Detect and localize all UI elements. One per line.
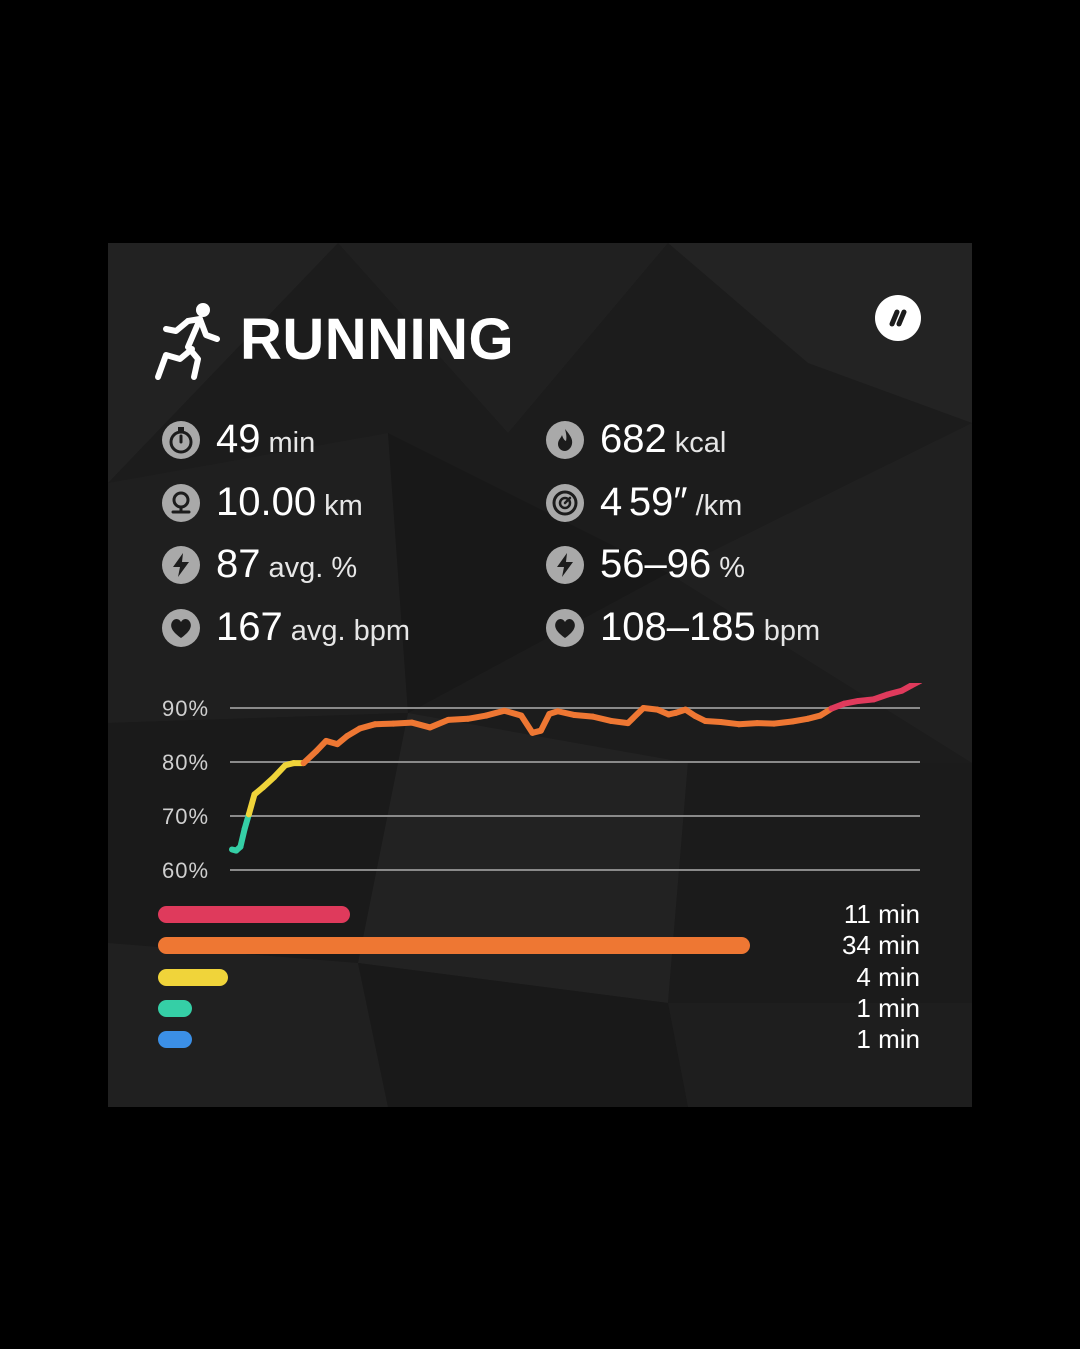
stat-unit: avg. %	[268, 552, 358, 584]
stat-value: 108–185	[600, 605, 756, 649]
heart-icon	[162, 609, 200, 647]
chart-grid	[230, 707, 920, 871]
intensity-line-segment	[735, 720, 761, 728]
intensity-line-segment	[245, 791, 258, 818]
stat-unit: avg. bpm	[290, 615, 411, 647]
stat-value: 4 59″	[600, 480, 688, 524]
stat-value: 682	[600, 417, 667, 461]
stat-value: 10.00	[216, 480, 317, 524]
stat-unit: %	[719, 552, 746, 584]
stopwatch-icon	[162, 421, 200, 459]
intensity-line	[229, 683, 923, 854]
intensity-line-segment	[464, 712, 490, 722]
zone-bar	[158, 906, 350, 923]
stat-avg-heart-rate: 167 avg. bpm	[162, 603, 410, 651]
intensity-line-segment	[390, 719, 415, 727]
stat-unit: min	[268, 427, 316, 459]
brand-logo-icon[interactable]	[875, 295, 921, 341]
y-tick-label: 90%	[162, 696, 209, 721]
intensity-line-segment	[426, 716, 452, 731]
zone-duration-label: 34 min	[841, 930, 920, 961]
stat-heart-rate-range: 108–185 bpm	[546, 603, 820, 651]
stat-unit: /km	[695, 490, 743, 522]
flame-icon	[546, 421, 584, 459]
y-tick-label: 60%	[162, 858, 209, 883]
intensity-line-segment	[770, 718, 796, 727]
intensity-line-segment	[908, 683, 923, 689]
lightning-icon	[546, 546, 584, 584]
intensity-line-segment	[445, 715, 471, 723]
intensity-line-segment	[408, 719, 433, 731]
zone-duration-label: 11 min	[843, 899, 920, 929]
intensity-chart: 90% 80% 70% 60%	[162, 683, 923, 883]
activity-title: RUNNING	[240, 307, 515, 372]
stat-pace: 4 59″ /km	[546, 478, 742, 526]
stat-value: 167	[216, 605, 283, 649]
intensity-line-segment	[717, 719, 742, 728]
stat-avg-intensity: 87 avg. %	[162, 540, 357, 588]
stat-value: 56–96	[600, 542, 712, 586]
stat-value: 87	[216, 542, 261, 586]
workout-card: RUNNING 49 min 682 kcal 10.00 km	[108, 243, 972, 1107]
zone-bar	[158, 968, 228, 986]
intensity-line-segment	[518, 712, 536, 736]
intensity-line-segment	[589, 713, 615, 724]
y-tick-label: 70%	[162, 804, 209, 829]
stat-calories: 682 kcal	[546, 415, 726, 463]
background-pattern	[108, 243, 972, 1107]
zone-duration-label: 1 min	[856, 1024, 920, 1055]
stat-duration: 49 min	[162, 415, 315, 463]
chart-y-axis: 90% 80% 70% 60%	[162, 696, 209, 883]
zone-duration-label: 1 min	[856, 992, 920, 1023]
stat-value: 49	[216, 417, 261, 461]
intensity-line-segment	[571, 712, 596, 720]
intensity-line-segment	[483, 707, 508, 719]
zone-duration-label: 4 min	[856, 961, 920, 992]
location-pin-icon	[162, 484, 200, 522]
speedometer-icon	[546, 484, 584, 522]
intensity-line-segment	[237, 825, 248, 850]
zone-bar	[158, 937, 750, 955]
stat-unit: km	[324, 490, 363, 522]
running-person-icon	[155, 303, 220, 380]
heart-icon	[546, 609, 584, 647]
zone-bar	[158, 999, 192, 1017]
intensity-line-segment	[372, 720, 397, 728]
stat-unit: bpm	[763, 615, 821, 647]
intensity-line-segment	[624, 705, 647, 727]
stat-intensity-range: 56–96 %	[546, 540, 745, 588]
intensity-line-segment	[537, 710, 553, 734]
stat-distance: 10.00 km	[162, 478, 363, 526]
zone-bar	[158, 1031, 192, 1049]
lightning-icon	[162, 546, 200, 584]
y-tick-label: 80%	[162, 750, 209, 775]
stat-unit: kcal	[674, 427, 727, 459]
